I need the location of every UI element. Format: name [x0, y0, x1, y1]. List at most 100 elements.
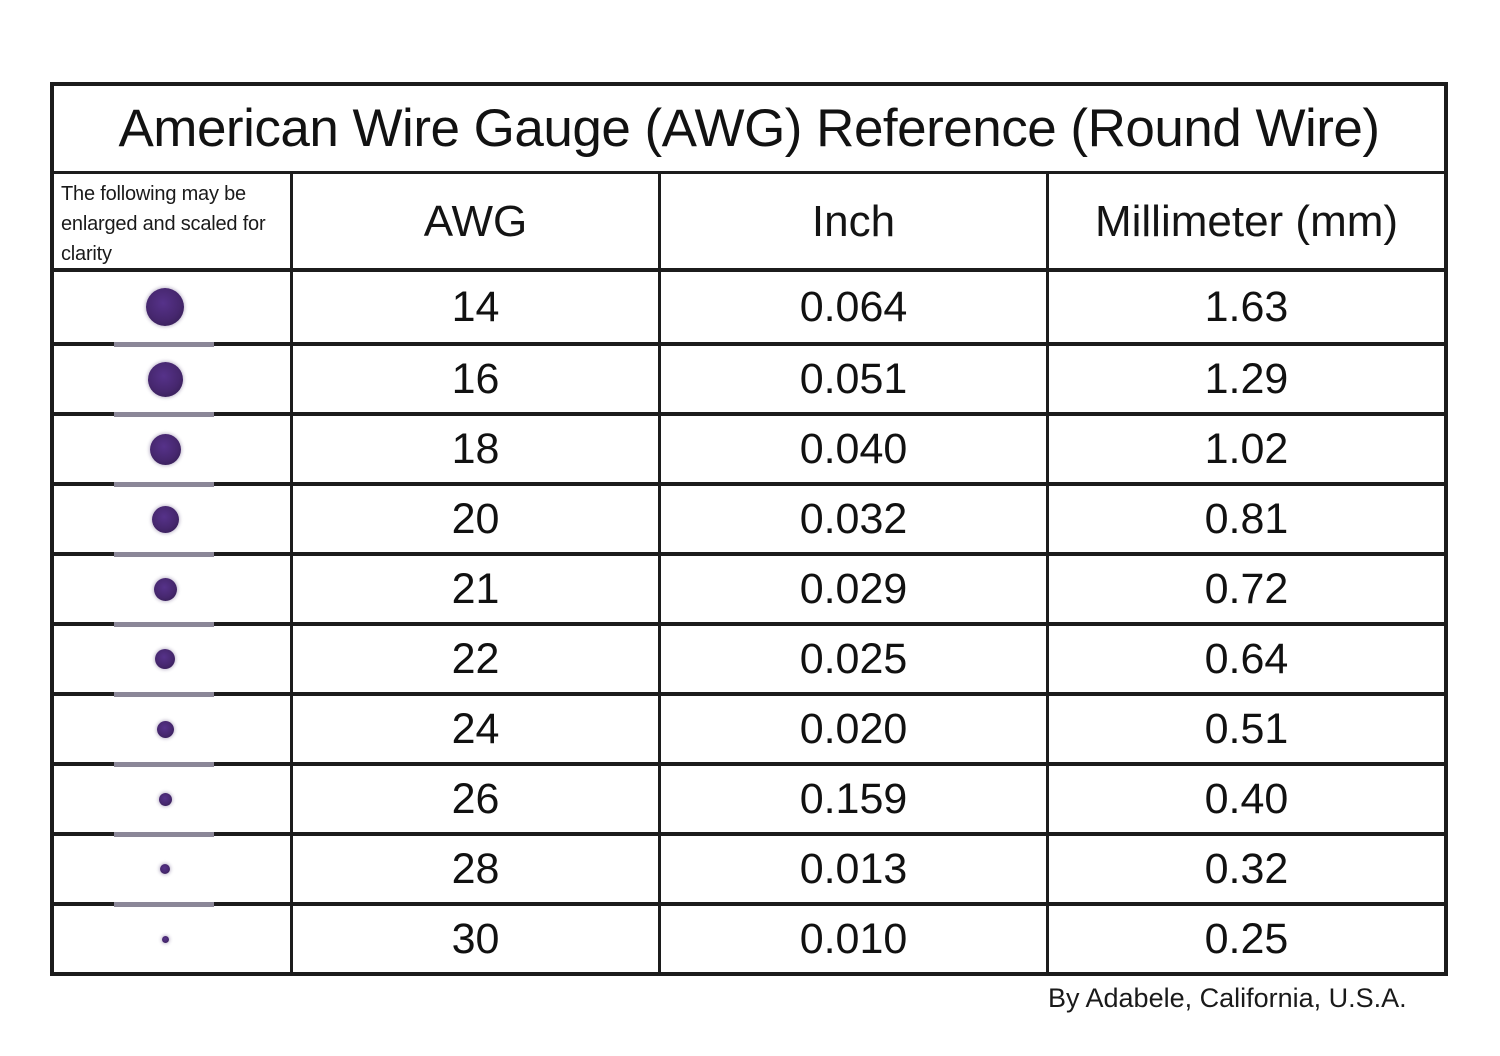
mm-value: 1.29	[1204, 354, 1289, 403]
inch-value-cell: 0.029	[658, 556, 1046, 622]
mm-value-cell: 1.63	[1046, 272, 1444, 342]
awg-value-cell: 30	[290, 906, 658, 972]
wire-dot-cell	[54, 696, 290, 767]
footer-credit: By Adabele, California, U.S.A.	[1048, 983, 1407, 1013]
mm-value: 1.63	[1204, 282, 1289, 331]
wire-dot	[161, 935, 169, 943]
inch-value: 0.029	[799, 564, 908, 613]
mm-value: 0.32	[1204, 844, 1289, 893]
mm-value: 0.40	[1204, 774, 1289, 823]
dot-separator-line	[114, 482, 214, 487]
awg-value: 14	[451, 282, 500, 331]
dot-separator-line	[114, 342, 214, 347]
inch-value: 0.032	[799, 494, 908, 543]
table-row: 30 0.010 0.25	[54, 902, 1444, 972]
inch-value: 0.025	[799, 634, 908, 683]
dot-separator-line	[114, 762, 214, 767]
mm-value: 0.25	[1204, 914, 1289, 963]
table-row: 26 0.159 0.40	[54, 762, 1444, 837]
awg-value-cell: 21	[290, 556, 658, 622]
awg-value: 28	[451, 844, 500, 893]
wire-dot	[149, 433, 181, 465]
table-row: 24 0.020 0.51	[54, 692, 1444, 767]
mm-value-cell: 0.72	[1046, 556, 1444, 622]
wire-dot	[155, 649, 175, 669]
wire-dot	[146, 288, 184, 326]
wire-dot-cell	[54, 836, 290, 907]
table-header-row: The following may be enlarged and scaled…	[54, 174, 1444, 272]
awg-value: 21	[451, 564, 500, 613]
dot-separator-line	[114, 552, 214, 557]
awg-value-cell: 16	[290, 346, 658, 412]
inch-value: 0.051	[799, 354, 908, 403]
awg-value: 16	[451, 354, 500, 403]
awg-value-cell: 20	[290, 486, 658, 552]
dot-separator-line	[114, 412, 214, 417]
table-row: 14 0.064 1.63	[54, 272, 1444, 347]
inch-value: 0.064	[799, 282, 908, 331]
table-row: 16 0.051 1.29	[54, 342, 1444, 417]
inch-value: 0.013	[799, 844, 908, 893]
wire-dot	[158, 792, 172, 806]
inch-value-cell: 0.159	[658, 766, 1046, 832]
scale-note-cell: The following may be enlarged and scaled…	[54, 174, 290, 269]
mm-value-cell: 0.81	[1046, 486, 1444, 552]
awg-value: 26	[451, 774, 500, 823]
awg-value-cell: 24	[290, 696, 658, 762]
mm-value: 0.72	[1204, 564, 1289, 613]
inch-value: 0.020	[799, 704, 908, 753]
awg-value-cell: 28	[290, 836, 658, 902]
mm-value-cell: 0.51	[1046, 696, 1444, 762]
mm-value-cell: 1.29	[1046, 346, 1444, 412]
mm-value-cell: 1.02	[1046, 416, 1444, 482]
table-row: 18 0.040 1.02	[54, 412, 1444, 487]
inch-value: 0.010	[799, 914, 908, 963]
awg-reference-table: American Wire Gauge (AWG) Reference (Rou…	[50, 82, 1448, 976]
inch-value: 0.159	[799, 774, 908, 823]
wire-dot-cell	[54, 416, 290, 487]
table-body: 14 0.064 1.63 16 0.051 1.29 18	[54, 272, 1444, 972]
awg-value-cell: 18	[290, 416, 658, 482]
mm-value: 1.02	[1204, 424, 1289, 473]
dot-separator-line	[114, 622, 214, 627]
inch-value-cell: 0.032	[658, 486, 1046, 552]
inch-value-cell: 0.025	[658, 626, 1046, 692]
scale-note-line: enlarged and scaled for	[61, 213, 266, 235]
mm-value-cell: 0.32	[1046, 836, 1444, 902]
scale-note-line: clarity	[61, 243, 112, 265]
table-row: 20 0.032 0.81	[54, 482, 1444, 557]
scale-note: The following may be enlarged and scaled…	[61, 179, 266, 269]
inch-value-cell: 0.051	[658, 346, 1046, 412]
mm-value-cell: 0.64	[1046, 626, 1444, 692]
inch-value-cell: 0.020	[658, 696, 1046, 762]
wire-dot-cell	[54, 626, 290, 697]
awg-value: 24	[451, 704, 500, 753]
wire-dot	[156, 720, 174, 738]
table-row: 22 0.025 0.64	[54, 622, 1444, 697]
inch-value-cell: 0.040	[658, 416, 1046, 482]
mm-value-cell: 0.40	[1046, 766, 1444, 832]
dot-separator-line	[114, 692, 214, 697]
table-title-row: American Wire Gauge (AWG) Reference (Rou…	[54, 86, 1444, 174]
page-title: American Wire Gauge (AWG) Reference (Rou…	[118, 99, 1380, 158]
dot-separator-line	[114, 832, 214, 837]
table-row: 21 0.029 0.72	[54, 552, 1444, 627]
awg-value: 30	[451, 914, 500, 963]
wire-dot	[147, 361, 183, 397]
inch-value-cell: 0.010	[658, 906, 1046, 972]
wire-dot-cell	[54, 486, 290, 557]
scale-note-line: The following may be	[61, 183, 246, 205]
wire-dot-cell	[54, 906, 290, 972]
awg-value: 18	[451, 424, 500, 473]
awg-value: 20	[451, 494, 500, 543]
mm-value: 0.51	[1204, 704, 1289, 753]
awg-value-cell: 22	[290, 626, 658, 692]
wire-dot-cell	[54, 556, 290, 627]
inch-value: 0.040	[799, 424, 908, 473]
inch-value-cell: 0.064	[658, 272, 1046, 342]
mm-value: 0.81	[1204, 494, 1289, 543]
awg-value-cell: 14	[290, 272, 658, 342]
table-row: 28 0.013 0.32	[54, 832, 1444, 907]
mm-value: 0.64	[1204, 634, 1289, 683]
